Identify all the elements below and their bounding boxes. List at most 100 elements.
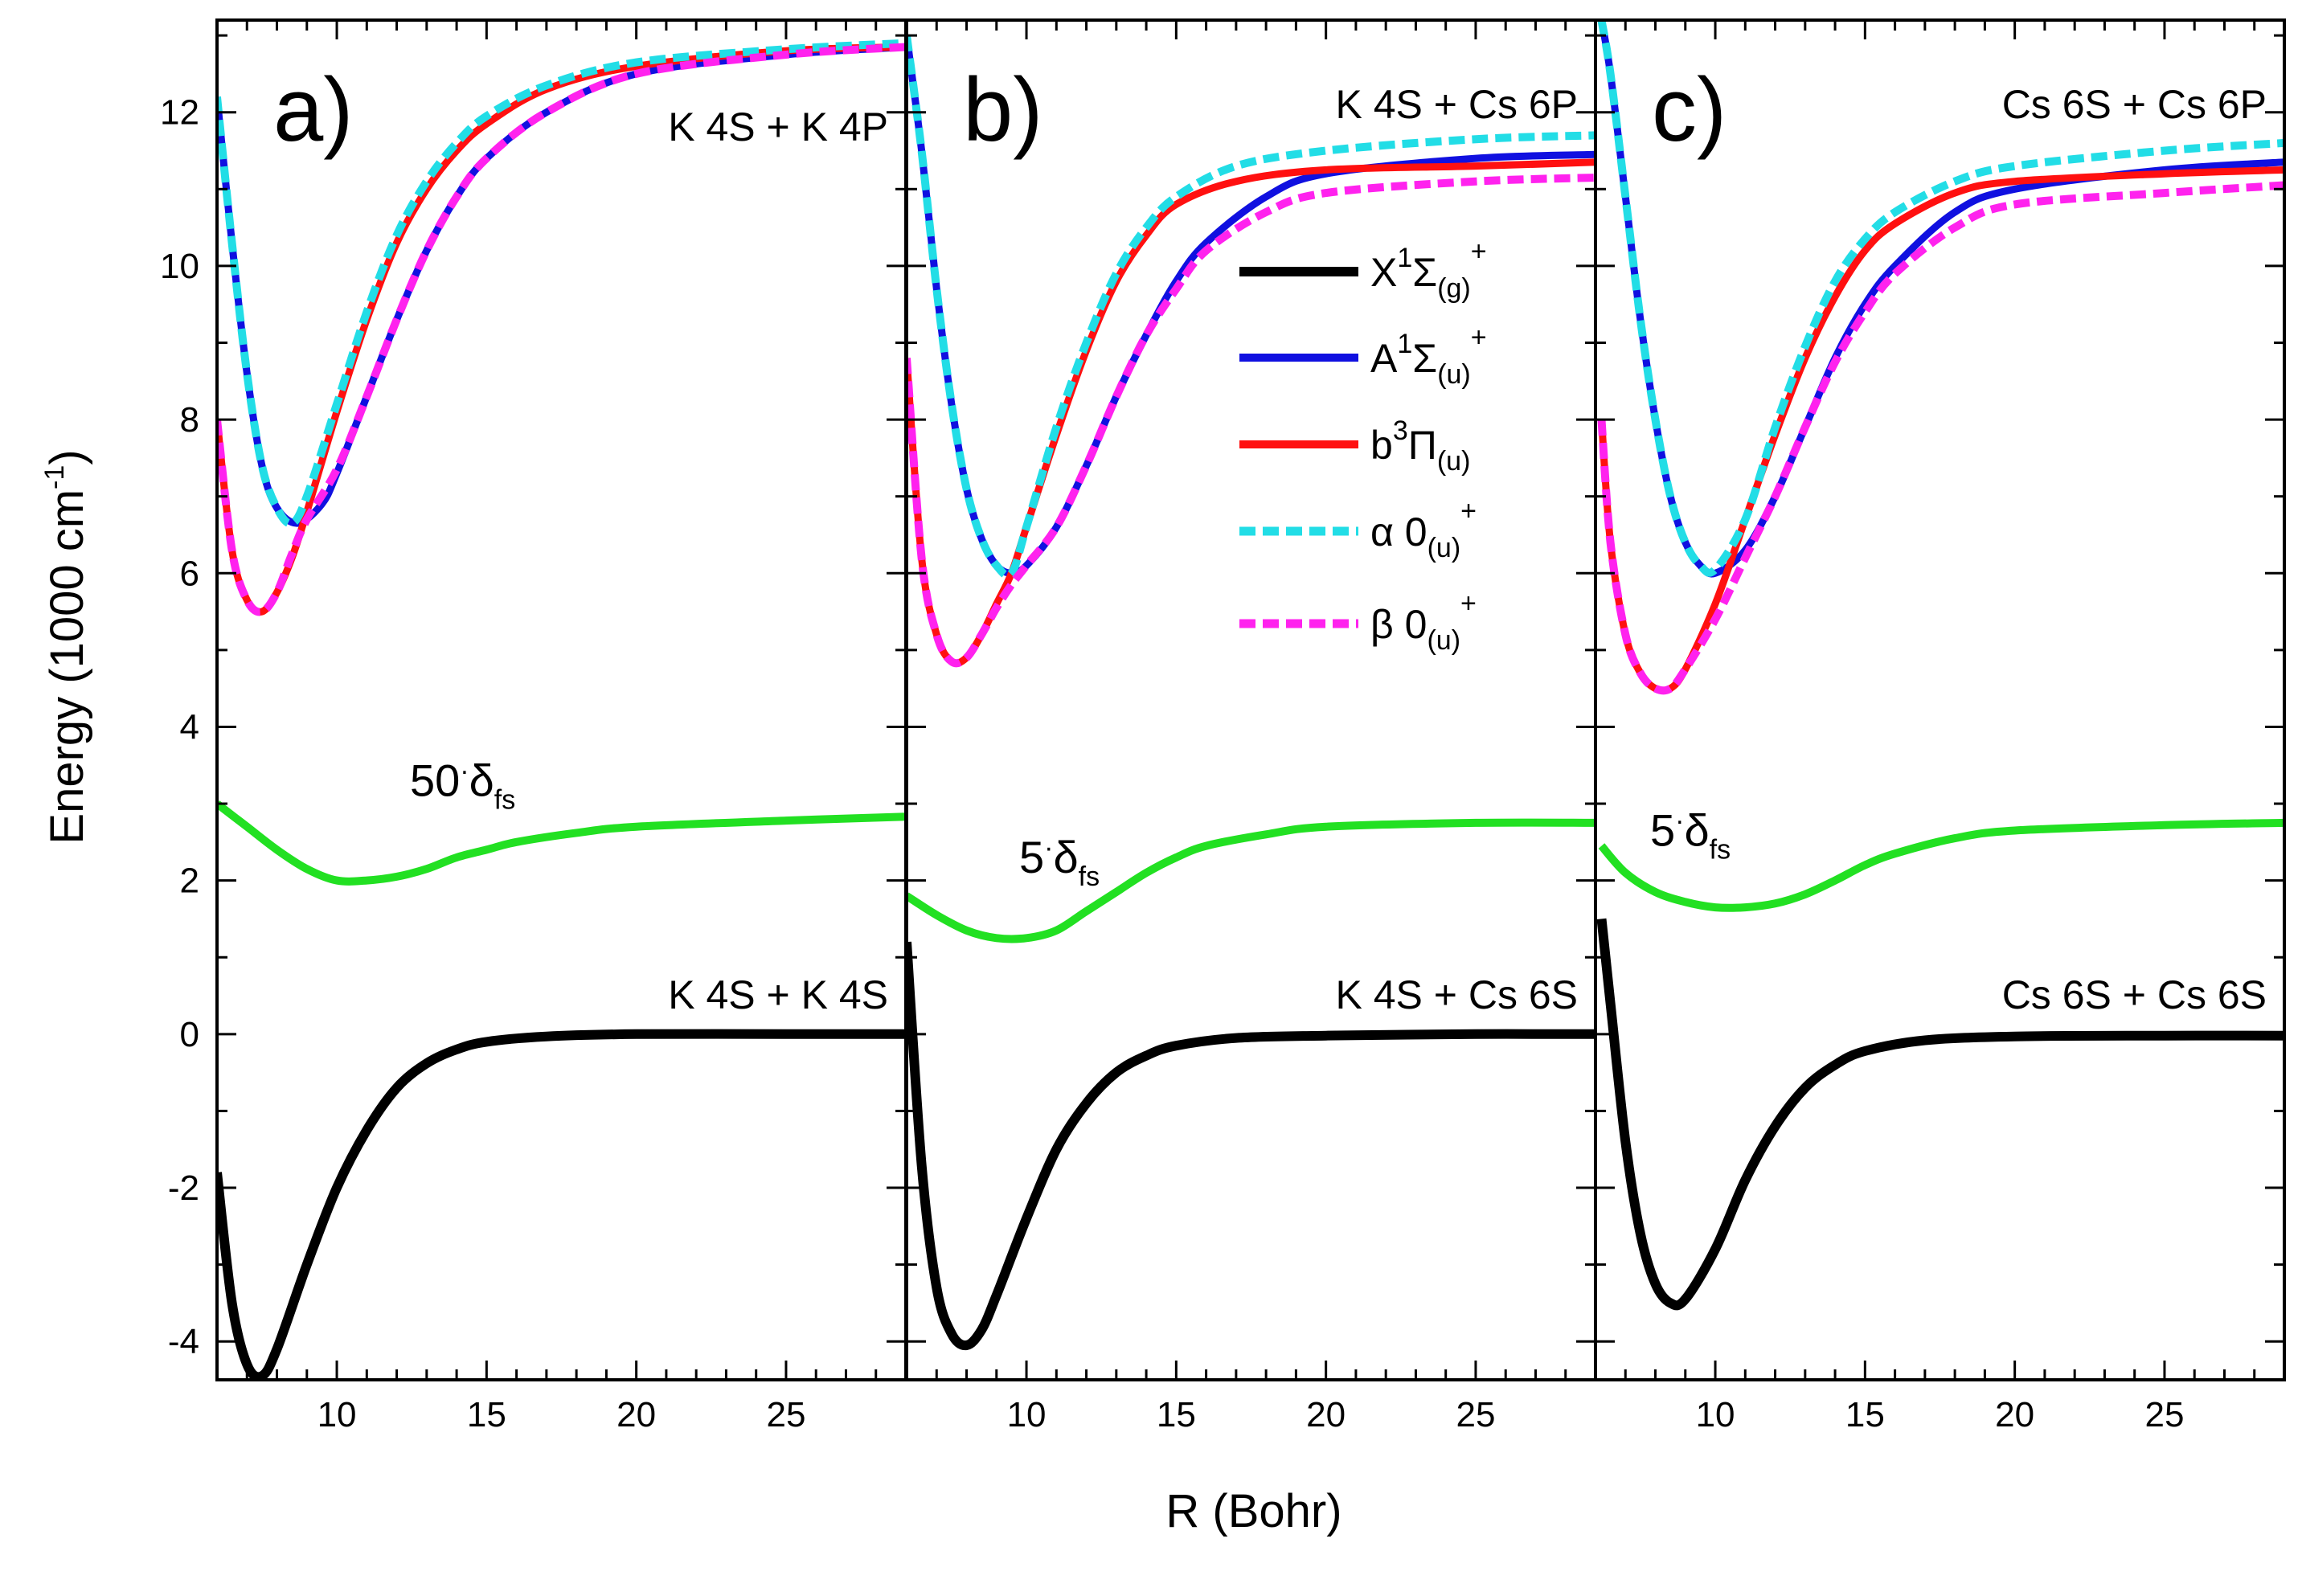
panel-a-frame (215, 18, 907, 1381)
y-tick-label: 10 (160, 247, 199, 286)
legend-b-sup1: 3 (1393, 415, 1408, 446)
y-tick-label: 4 (180, 707, 199, 747)
panel-a-x-tick-label: 20 (616, 1395, 656, 1434)
panel-a: 10 15 20 25 -4 -2 0 2 4 6 8 10 12 a) K 4S + K 4P K 4S +… (160, 18, 907, 1434)
legend-alpha-sub: (u) (1427, 533, 1461, 563)
panel-a-letter: a) (273, 59, 354, 160)
panel-a-curve-beta (217, 43, 906, 616)
y-tick-label: 6 (180, 554, 199, 593)
panel-a-x-tick-label: 25 (766, 1395, 805, 1434)
panel-b-curve-X (907, 941, 1595, 1351)
y-axis-label-sup: -1 (39, 465, 70, 489)
legend-entry-b: b3Π(u) (1239, 415, 1470, 477)
y-tick-label: -4 (168, 1322, 199, 1361)
panel-a-curve-alpha (217, 39, 906, 528)
panel-c-x-tick-label: 10 (1696, 1395, 1735, 1434)
legend-a-sup2: + (1471, 322, 1487, 353)
panel-c-lower-asymptote: Cs 6S + Cs 6S (2002, 972, 2267, 1017)
y-tick-label: 0 (180, 1015, 199, 1054)
panel-c-curve-beta (1597, 181, 2284, 695)
panel-b-lower-asymptote: K 4S + Cs 6S (1335, 972, 1578, 1017)
y-axis-label-close: ) (41, 449, 93, 464)
panel-b-fs-prefix: 5 (1019, 832, 1044, 882)
legend-beta-sup2: + (1460, 588, 1477, 619)
legend: X1Σ(g)+ A1Σ(u)+ b3Π(u) α 0(u)+ β 0(u)+ (1239, 236, 1487, 656)
panel-c-fs-prefix: 5 (1650, 805, 1675, 856)
panel-b-curve-alpha (907, 35, 1595, 580)
y-tick-label: 12 (160, 93, 199, 133)
panel-c-curve-X (1596, 918, 2284, 1311)
y-axis-label-main: Energy (1000 cm (41, 489, 93, 845)
panel-a-x-tick-label: 10 (317, 1395, 357, 1434)
svg-text:β 0(u)+: β 0(u)+ (1370, 588, 1477, 656)
legend-alpha-sup2: + (1460, 496, 1477, 526)
panel-c-curves (1596, 20, 2284, 1311)
panel-a-curve-fs (217, 800, 906, 886)
x-axis-title: R (Bohr) (1165, 1485, 1341, 1537)
panel-c: 10 15 20 25 c) Cs 6S + Cs 6P Cs 6S + Cs 6S 5·δf… (1594, 18, 2286, 1434)
y-axis-title: Energy (1000 cm-1) (39, 449, 93, 844)
legend-a-sym: Σ (1412, 336, 1437, 381)
legend-x-main: X (1370, 250, 1397, 295)
panel-a-fs-label: 50·δfs (410, 755, 515, 815)
legend-entry-beta: β 0(u)+ (1239, 588, 1477, 656)
panel-a-x-tick-label: 15 (467, 1395, 506, 1434)
legend-alpha-main: α 0 (1370, 509, 1427, 555)
svg-text:A1Σ(u)+: A1Σ(u)+ (1370, 322, 1487, 390)
svg-text:b3Π(u): b3Π(u) (1370, 415, 1470, 477)
panel-b-fs-symbol: δ (1053, 832, 1078, 882)
svg-text:α 0(u)+: α 0(u) + (1370, 496, 1477, 563)
legend-a-sub: (u) (1437, 359, 1471, 390)
panel-c-x-tick-label: 25 (2144, 1395, 2184, 1434)
panel-c-curve-fs (1598, 818, 2284, 912)
legend-b-sym: Π (1408, 423, 1437, 468)
legend-a-sup1: 1 (1397, 329, 1412, 359)
panel-c-x-tick-label: 20 (1995, 1395, 2034, 1434)
legend-b-sub: (u) (1437, 446, 1471, 477)
legend-x-sym: Σ (1412, 250, 1437, 295)
panel-c-curve-b (1598, 166, 2284, 694)
panel-b-upper-asymptote: K 4S + Cs 6P (1335, 82, 1578, 127)
panel-a-upper-asymptote: K 4S + K 4P (668, 104, 888, 149)
panel-c-letter: c) (1652, 59, 1726, 160)
panel-c-fs-symbol: δ (1684, 805, 1709, 856)
panel-a-fs-symbol: δ (469, 755, 494, 805)
panel-a-curves (217, 39, 906, 1380)
panel-b-curves (907, 35, 1595, 1351)
panel-b-x-tick-label: 15 (1157, 1395, 1196, 1434)
legend-entry-alpha: α 0(u) + (1239, 496, 1477, 563)
legend-x-sup1: 1 (1397, 243, 1412, 273)
panel-a-lower-asymptote: K 4S + K 4S (668, 972, 888, 1017)
panel-b-curve-A (907, 35, 1595, 577)
panel-b-curve-beta (907, 174, 1595, 668)
legend-x-sub: (g) (1437, 273, 1471, 304)
panel-c-fs-sub: fs (1710, 835, 1731, 866)
legend-b-main: b (1370, 423, 1393, 468)
y-tick-label: 2 (180, 861, 199, 901)
svg-text:X1Σ(g)+: X1Σ(g)+ (1370, 236, 1487, 304)
panel-c-frame (1594, 18, 2286, 1381)
panel-b-curve-fs (907, 818, 1595, 943)
panel-c-x-tick-label: 15 (1845, 1395, 1885, 1434)
svg-text:Energy (1000 cm-1): Energy (1000 cm-1) (39, 449, 93, 844)
legend-entry-x: X1Σ(g)+ (1239, 236, 1487, 304)
panel-b-letter: b) (963, 59, 1043, 160)
legend-beta-main: β 0 (1370, 602, 1427, 647)
panel-c-upper-asymptote: Cs 6S + Cs 6P (2002, 82, 2267, 127)
legend-entry-a: A1Σ(u)+ (1239, 322, 1487, 390)
panel-b-fs-sub: fs (1079, 861, 1100, 892)
panel-b-x-tick-label: 20 (1306, 1395, 1346, 1434)
legend-a-main: A (1370, 336, 1398, 381)
panel-a-fs-prefix: 50 (410, 755, 460, 805)
panel-a-curve-X (217, 1029, 906, 1380)
panel-b-x-tick-label: 10 (1007, 1395, 1047, 1434)
panel-c-curve-alpha (1597, 20, 2284, 577)
y-tick-label: -2 (168, 1168, 199, 1208)
panel-b: 10 15 20 25b) K 4S + Cs 6PK 4S + Cs 6S5·δfs (905, 18, 1597, 1434)
legend-beta-sub: (u) (1427, 625, 1460, 656)
panel-a-fs-sub: fs (494, 784, 515, 815)
y-tick-label: 8 (180, 400, 199, 440)
legend-x-sup2: + (1471, 236, 1487, 267)
